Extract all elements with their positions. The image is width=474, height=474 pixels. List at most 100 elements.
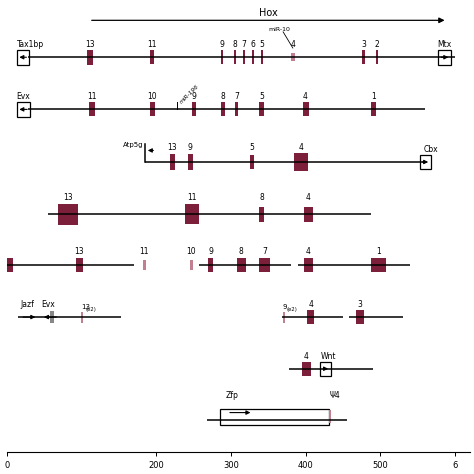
Bar (50, 311, 54, 323)
Bar (302, 362, 311, 376)
Text: 9: 9 (192, 92, 197, 101)
Text: miR-196: miR-196 (179, 83, 200, 105)
Text: 9: 9 (220, 40, 225, 49)
Bar (150, 50, 154, 64)
Text: 13: 13 (167, 143, 177, 152)
Bar (376, 50, 378, 64)
Text: 5: 5 (259, 40, 264, 49)
Text: 7: 7 (241, 40, 246, 49)
Text: 8: 8 (220, 92, 225, 101)
Text: Evx: Evx (41, 300, 55, 309)
Text: 4: 4 (306, 246, 311, 255)
Bar (57, 204, 79, 225)
Text: 11: 11 (187, 193, 197, 202)
Bar (184, 204, 200, 224)
Bar (219, 409, 329, 425)
Text: Jazf: Jazf (20, 300, 34, 309)
Bar (237, 258, 246, 272)
Text: 10: 10 (186, 246, 196, 255)
Bar (170, 154, 175, 170)
Text: (e2): (e2) (286, 308, 297, 312)
Bar (304, 257, 313, 272)
Bar (291, 53, 295, 62)
Bar (190, 260, 193, 270)
Bar (209, 258, 213, 272)
Bar (438, 50, 451, 64)
Bar (150, 102, 155, 116)
Text: 11: 11 (139, 246, 149, 255)
Text: Evx: Evx (17, 92, 30, 101)
Bar (304, 207, 313, 221)
Text: (e2): (e2) (86, 308, 97, 312)
Text: 4: 4 (299, 143, 303, 152)
Text: 11: 11 (147, 40, 157, 49)
Text: 13: 13 (74, 246, 84, 255)
Text: 7: 7 (234, 92, 239, 101)
Text: 9: 9 (283, 304, 287, 310)
Bar (243, 50, 245, 64)
Bar (17, 50, 29, 64)
Bar (283, 311, 285, 323)
Bar (249, 155, 254, 169)
Text: 8: 8 (239, 246, 244, 255)
Text: 3: 3 (357, 300, 363, 309)
Bar (235, 102, 238, 116)
Bar (87, 50, 93, 64)
Bar (75, 257, 83, 272)
Bar (302, 102, 309, 116)
Bar (420, 155, 431, 169)
Text: Zfp: Zfp (226, 391, 238, 400)
Text: 10: 10 (147, 92, 157, 101)
Bar (259, 258, 270, 272)
Bar (234, 50, 236, 64)
Text: 4: 4 (304, 352, 309, 361)
Text: 9: 9 (208, 246, 213, 255)
Text: 11: 11 (87, 92, 97, 101)
Text: 1: 1 (376, 246, 381, 255)
Bar (328, 410, 331, 423)
Bar (362, 50, 365, 64)
Bar (356, 310, 364, 324)
Text: 13: 13 (86, 40, 95, 49)
Text: 5: 5 (249, 143, 254, 152)
Bar (371, 102, 376, 116)
Bar (261, 50, 263, 64)
Bar (188, 154, 193, 170)
Bar (89, 102, 95, 116)
Bar (221, 50, 223, 64)
Text: Wnt: Wnt (320, 352, 336, 361)
Text: 8: 8 (233, 40, 237, 49)
Bar (82, 311, 83, 323)
Text: 2: 2 (374, 40, 379, 49)
Text: Hox: Hox (259, 8, 278, 18)
Bar (221, 102, 225, 116)
Text: Cbx: Cbx (424, 145, 438, 154)
Text: Tax1bp: Tax1bp (17, 40, 44, 49)
Text: 4: 4 (308, 300, 313, 309)
Bar (371, 257, 386, 272)
Text: Atp5g: Atp5g (123, 142, 144, 148)
Bar (259, 102, 264, 116)
Bar (320, 362, 331, 376)
Bar (17, 102, 30, 117)
Bar (143, 260, 146, 270)
Bar (259, 207, 264, 221)
Text: miR-10: miR-10 (268, 27, 291, 32)
Text: 5: 5 (259, 92, 264, 101)
Bar (7, 258, 13, 272)
Text: 13: 13 (82, 304, 91, 310)
Text: 4: 4 (306, 193, 311, 202)
Text: 4: 4 (291, 40, 295, 49)
Text: 3: 3 (361, 40, 366, 49)
Text: Mtx: Mtx (438, 40, 452, 49)
Bar (192, 102, 197, 116)
Bar (307, 310, 314, 324)
Bar (294, 153, 308, 171)
Text: 9: 9 (188, 143, 192, 152)
Bar (252, 50, 254, 64)
Text: 4: 4 (303, 92, 308, 101)
Text: 7: 7 (262, 246, 267, 255)
Text: 6: 6 (250, 40, 255, 49)
Text: Ψ4: Ψ4 (329, 391, 340, 400)
Text: 13: 13 (63, 193, 73, 202)
